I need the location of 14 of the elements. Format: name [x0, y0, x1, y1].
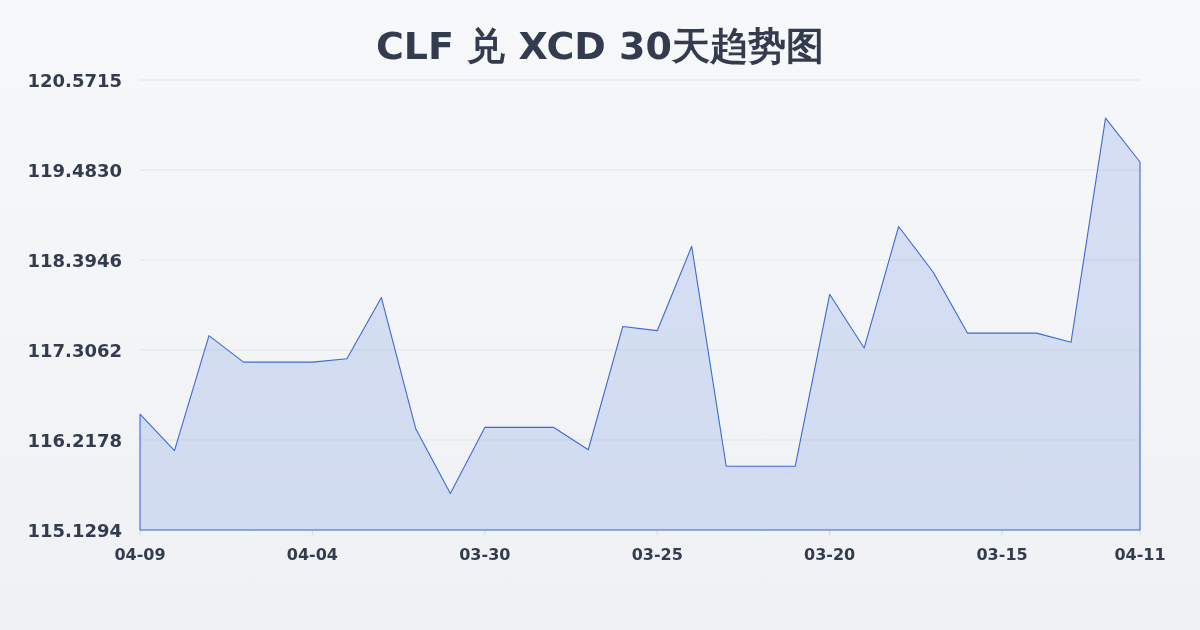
x-tick-label: 03-15: [976, 544, 1028, 564]
y-tick-label: 119.4830: [27, 159, 122, 181]
chart-title: CLF 兑 XCD 30天趋势图: [375, 24, 825, 68]
x-tick-label: 03-20: [804, 544, 856, 564]
x-tick-label: 04-11: [1114, 544, 1166, 564]
y-tick-label: 117.3062: [27, 339, 122, 361]
y-tick-label: 115.1294: [27, 519, 122, 541]
x-tick-label: 03-30: [459, 544, 511, 564]
y-tick-label: 120.5715: [27, 69, 122, 91]
x-tick-label: 03-25: [631, 544, 683, 564]
x-tick-label: 04-04: [286, 544, 338, 564]
y-tick-label: 118.3946: [27, 249, 122, 271]
x-tick-label: 04-09: [114, 544, 166, 564]
y-tick-label: 116.2178: [27, 429, 122, 451]
